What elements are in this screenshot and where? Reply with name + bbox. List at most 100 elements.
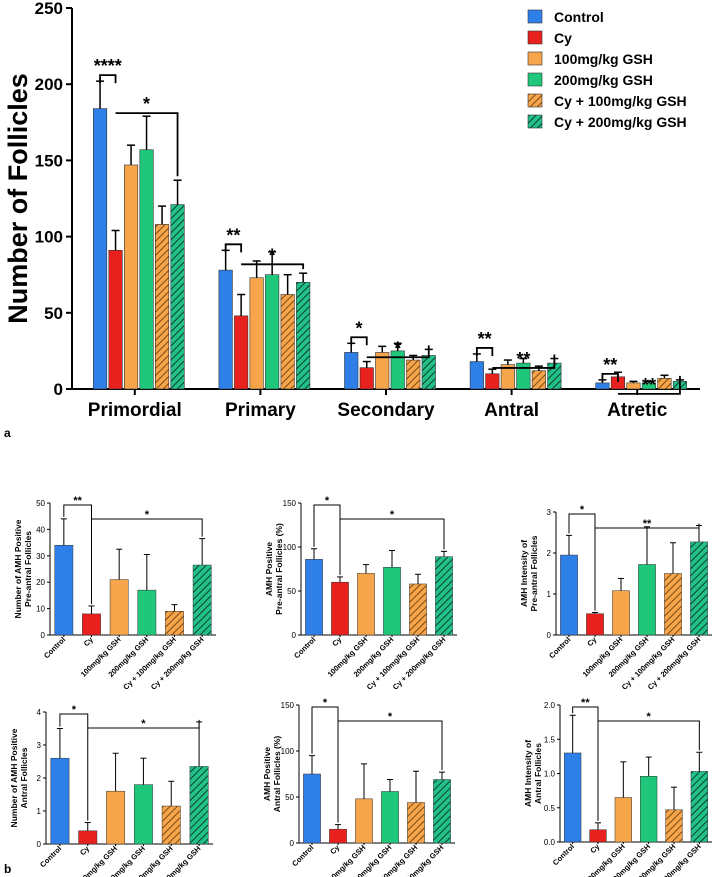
significance-bracket xyxy=(91,518,203,537)
y-tick-label: 3 xyxy=(547,508,552,517)
y-tick-label: 10 xyxy=(36,605,45,614)
bar xyxy=(170,204,185,390)
bar xyxy=(586,613,604,636)
significance-label: ** xyxy=(581,697,590,709)
bar xyxy=(638,564,656,636)
bar xyxy=(564,752,582,843)
bar xyxy=(614,797,632,843)
bar xyxy=(106,790,126,845)
bar xyxy=(626,382,641,390)
bar xyxy=(161,805,181,845)
significance-label: ** xyxy=(603,355,617,375)
bar xyxy=(612,590,630,636)
significance-bracket xyxy=(115,112,179,177)
bar xyxy=(137,589,157,636)
significance-bracket xyxy=(492,354,556,369)
y-axis-label: Antral Follicles xyxy=(19,747,29,808)
bar xyxy=(406,359,421,390)
amh-antral-intensity-chart: 0.0 0.5 1.0 1.5 2.0 AMH Intensity of Antral Fo… xyxy=(523,697,712,877)
y-axis-label: AMH Intensity of xyxy=(519,540,529,607)
significance-label: * xyxy=(145,509,150,521)
y-tick-label: 3 xyxy=(37,741,42,750)
legend-swatch xyxy=(527,9,543,24)
bar xyxy=(155,224,170,390)
bar xyxy=(82,613,101,636)
significance-bracket xyxy=(99,74,117,84)
significance-bracket xyxy=(63,504,92,604)
significance-bracket xyxy=(350,336,368,346)
y-axis-label: Antral Follicles xyxy=(533,743,543,804)
bar xyxy=(329,828,347,844)
bar xyxy=(165,610,184,636)
y-tick-label: 50 xyxy=(36,499,45,508)
legend-label: 200mg/kg GSH xyxy=(554,72,653,88)
bar xyxy=(664,573,682,636)
y-tick-label: 2.0 xyxy=(544,701,556,710)
y-tick-label: 1.0 xyxy=(544,770,556,779)
y-axis-label: Pre-antral Follicles xyxy=(529,535,539,611)
significance-label: * xyxy=(580,504,585,516)
y-tick-label: 0 xyxy=(290,839,295,848)
y-tick-label: 0.5 xyxy=(544,804,556,813)
legend-swatch xyxy=(527,93,543,108)
y-tick-label: 0 xyxy=(547,631,552,640)
y-tick-label: 100 xyxy=(35,228,63,247)
significance-bracket xyxy=(475,347,494,356)
bar xyxy=(560,554,578,636)
significance-label: **** xyxy=(94,56,122,76)
y-axis-label: Pre-antral Follicles xyxy=(23,531,33,607)
significance-bracket xyxy=(340,518,445,550)
y-axis-label: Antral Follicles (%) xyxy=(272,736,282,813)
bar xyxy=(357,573,375,636)
panel-label-b: b xyxy=(4,862,11,876)
bar xyxy=(690,771,708,843)
bar xyxy=(485,373,500,390)
x-tick-label: Cy xyxy=(585,634,599,648)
bar xyxy=(359,367,374,390)
significance-label: * xyxy=(141,718,146,730)
bar xyxy=(665,809,683,843)
legend-label: Cy xyxy=(554,30,572,46)
y-tick-label: 2 xyxy=(547,549,552,558)
significance-bracket xyxy=(601,372,619,382)
significance-bracket xyxy=(338,720,443,771)
y-tick-label: 250 xyxy=(35,0,63,18)
x-tick-label: Cy xyxy=(330,634,344,648)
significance-label: ** xyxy=(226,225,240,245)
y-tick-label: 200 xyxy=(35,75,63,94)
bar xyxy=(50,757,70,845)
y-axis-label: Number of AMH Positive xyxy=(13,519,23,618)
significance-label: * xyxy=(269,245,276,265)
y-tick-label: 0 xyxy=(54,380,63,399)
legend-swatch xyxy=(527,30,543,45)
bar xyxy=(433,779,451,844)
y-tick-label: 150 xyxy=(283,499,297,508)
y-axis-label: Pre-antral Follicles (%) xyxy=(274,523,284,615)
bar xyxy=(421,355,436,390)
bar xyxy=(280,294,295,390)
significance-bracket xyxy=(572,706,599,821)
y-tick-label: 150 xyxy=(35,151,63,170)
bar xyxy=(108,250,123,390)
bar xyxy=(192,564,212,636)
amh-antral-count-chart: 0 1 2 3 4 Number of AMH Positive Antral Follic… xyxy=(9,704,213,877)
y-tick-label: 0 xyxy=(37,840,42,849)
x-tick-label: Primordial xyxy=(88,400,182,421)
bar xyxy=(54,544,74,636)
significance-label: * xyxy=(394,338,401,358)
y-tick-label: 0.0 xyxy=(544,838,556,847)
y-axis-label: AMH Positive xyxy=(264,542,274,597)
bar xyxy=(435,556,453,636)
y-tick-label: 30 xyxy=(36,552,45,561)
y-tick-label: 100 xyxy=(281,747,295,756)
bar xyxy=(78,830,98,845)
bar xyxy=(383,566,401,636)
bar xyxy=(469,361,484,390)
amh-antral-percent-chart: 0 50 100 150 AMH Positive Antral Follicles (%… xyxy=(262,697,455,877)
significance-label: * xyxy=(323,697,328,709)
legend-swatch xyxy=(527,51,543,66)
x-tick-label: Primary xyxy=(225,400,296,421)
x-tick-label: Cy xyxy=(328,842,342,856)
y-tick-label: 50 xyxy=(44,304,63,323)
main-follicle-chart: 0 50 100 150 200 250 Number of Follicles Primor… xyxy=(3,0,700,421)
